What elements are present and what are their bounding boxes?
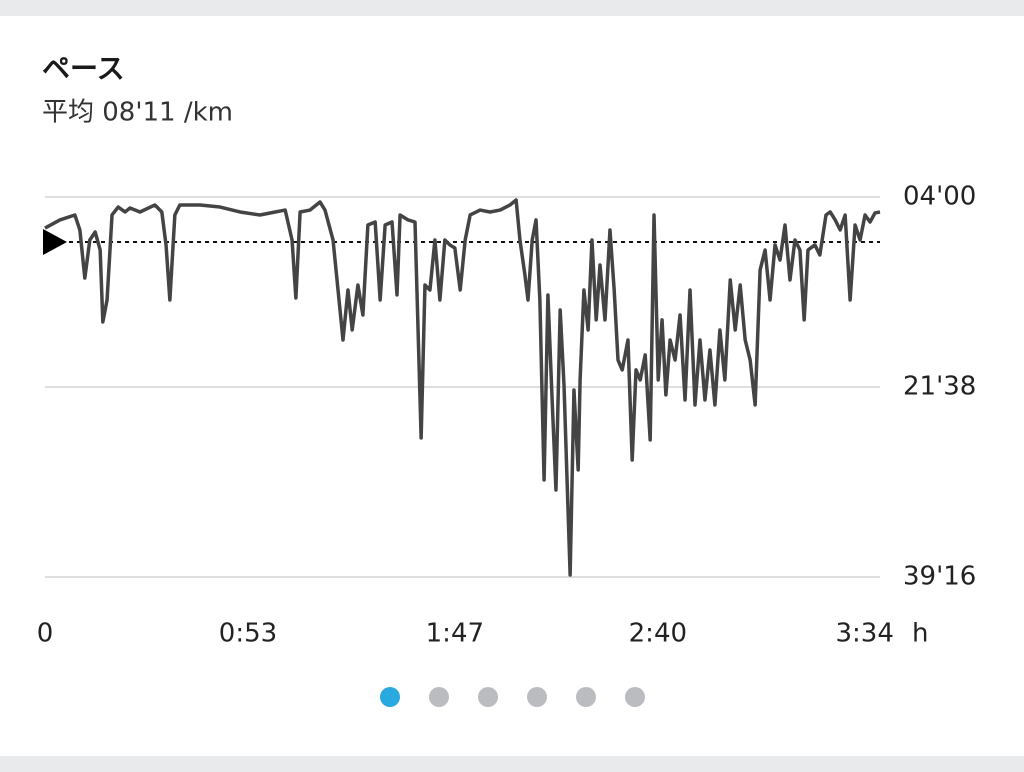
page-dot[interactable] [478, 687, 498, 707]
y-tick-label: 21'38 [903, 371, 976, 401]
x-tick-label: 1:47 [426, 619, 484, 649]
y-tick-label: 39'16 [903, 562, 976, 592]
x-unit: h [912, 619, 928, 649]
pace-line [44, 198, 881, 577]
pager [380, 687, 645, 707]
x-tick-label: 0 [37, 619, 54, 649]
chart-title: ペース [42, 52, 125, 85]
average-marker [43, 229, 67, 256]
page-dot[interactable] [625, 687, 645, 707]
chart-subtitle: 平均 08'11 /km [42, 98, 233, 128]
x-tick-label: 2:40 [629, 619, 687, 649]
page-dot[interactable] [527, 687, 547, 707]
page-dot[interactable] [380, 687, 400, 707]
y-tick-label: 04'00 [903, 182, 976, 212]
page-dot[interactable] [576, 687, 596, 707]
page-dot[interactable] [429, 687, 449, 707]
x-tick-label: 0:53 [219, 619, 277, 649]
x-tick-label: 3:34 [835, 619, 893, 649]
